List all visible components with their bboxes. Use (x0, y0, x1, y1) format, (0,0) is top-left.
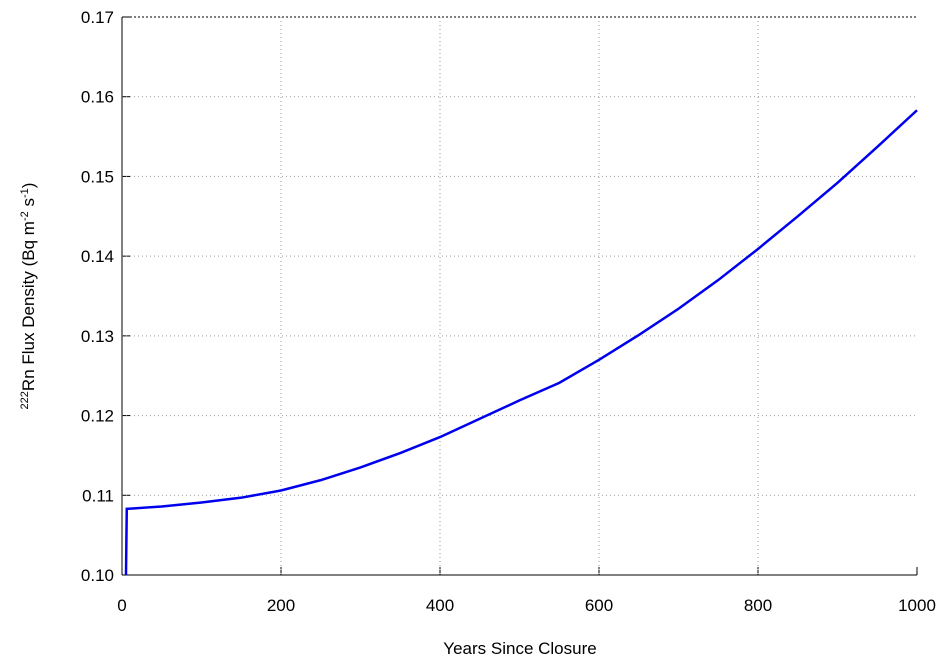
y-tick-label: 0.17 (81, 8, 114, 27)
x-tick-label: 200 (267, 596, 295, 615)
y-label-sup: 222 (19, 391, 31, 409)
x-tick-label: 800 (744, 596, 772, 615)
y-label-sup: -1 (19, 188, 31, 198)
x-tick-label: 400 (426, 596, 454, 615)
y-tick-label: 0.16 (81, 88, 114, 107)
x-tick-label: 0 (117, 596, 126, 615)
y-label-text: ) (19, 183, 38, 189)
x-axis-label: Years Since Closure (443, 639, 596, 658)
y-label-text: s (19, 198, 38, 211)
y-label-text: Rn Flux Density (Bq m (19, 221, 38, 391)
y-axis-label: 222Rn Flux Density (Bq m-2 s-1) (19, 183, 38, 410)
y-tick-label: 0.13 (81, 327, 114, 346)
y-tick-label: 0.14 (81, 247, 114, 266)
y-tick-label: 0.10 (81, 566, 114, 585)
x-tick-label: 1000 (898, 596, 936, 615)
y-tick-label: 0.12 (81, 407, 114, 426)
y-label-sup: -2 (19, 211, 31, 221)
y-tick-label: 0.15 (81, 167, 114, 186)
y-tick-label: 0.11 (82, 486, 114, 505)
data-line (124, 109, 918, 576)
x-tick-label: 600 (585, 596, 613, 615)
